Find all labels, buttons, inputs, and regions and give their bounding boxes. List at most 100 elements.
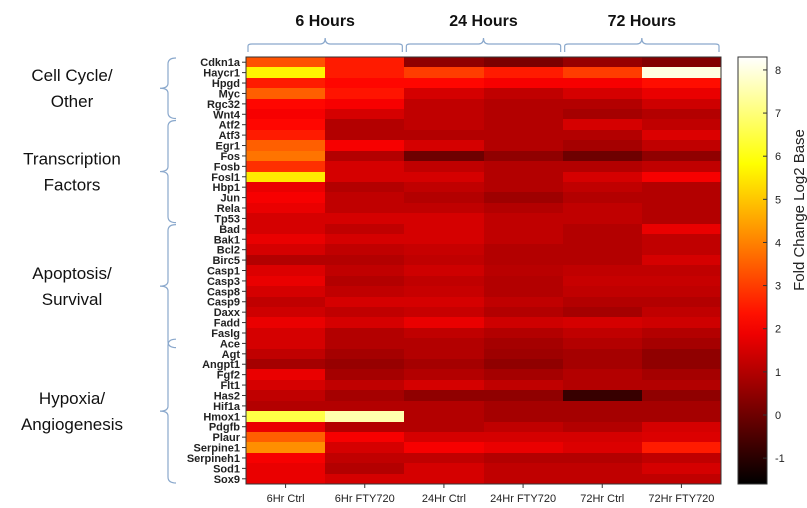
heatmap-cell xyxy=(563,369,642,380)
heatmap-cell xyxy=(563,140,642,151)
heatmap-cell xyxy=(325,369,404,380)
colorbar-tick-label: 2 xyxy=(775,324,781,336)
heatmap-cell xyxy=(246,213,325,224)
row-label: Faslg xyxy=(211,328,240,340)
heatmap-cell xyxy=(404,182,484,192)
colorbar-tick-label: 5 xyxy=(775,194,781,206)
heatmap-cell xyxy=(404,265,484,276)
heatmap-cell xyxy=(246,422,325,432)
heatmap-cell xyxy=(484,234,563,244)
colorbar: -1 0 1 2 3 4 5 6 7 8 Fold Change Log2 Base xyxy=(737,56,807,485)
row-label: Hif1a xyxy=(213,401,241,413)
heatmap-cell xyxy=(563,130,642,140)
heatmap-cell xyxy=(484,453,563,463)
colorbar-tick-label: 0 xyxy=(775,410,781,422)
heatmap-cell xyxy=(404,359,484,369)
heatmap-cell xyxy=(563,432,642,442)
heatmap-cell xyxy=(404,390,484,401)
heatmap-cell xyxy=(325,161,404,172)
heatmap-cell xyxy=(642,244,721,255)
heatmap-cell xyxy=(563,109,642,119)
heatmap-cell xyxy=(404,151,484,161)
heatmap-cell xyxy=(642,255,721,265)
heatmap-cell xyxy=(484,474,563,484)
heatmap-cell xyxy=(246,192,325,203)
heatmap-cell xyxy=(484,224,563,234)
heatmap-cell xyxy=(404,422,484,432)
heatmap-cell xyxy=(404,67,484,78)
heatmap-cell xyxy=(246,172,325,182)
heatmap-cell xyxy=(404,192,484,203)
heatmap-cell xyxy=(642,140,721,151)
row-label: Fosb xyxy=(214,161,241,173)
row-label: Atf3 xyxy=(219,130,240,142)
heatmap-cell xyxy=(563,359,642,369)
heatmap-cell xyxy=(642,307,721,317)
heatmap-cell xyxy=(246,130,325,140)
heatmap-cell xyxy=(246,276,325,286)
heatmap-cell xyxy=(563,380,642,390)
heatmap-cell xyxy=(404,203,484,213)
heatmap-cell xyxy=(563,411,642,422)
heatmap-cell xyxy=(325,130,404,140)
row-label: Rgc32 xyxy=(207,99,240,111)
row-labels: Cdkn1aHaycr1HpgdMycRgc32Wnt4Atf2Atf3Egr1… xyxy=(187,57,246,486)
heatmap-cell xyxy=(484,182,563,192)
heatmap-cell xyxy=(642,401,721,411)
row-label: Atf2 xyxy=(219,120,240,132)
heatmap-cell xyxy=(246,140,325,151)
heatmap-cell xyxy=(325,307,404,317)
heatmap-cell xyxy=(325,442,404,453)
heatmap-cell xyxy=(325,265,404,276)
heatmap-cell xyxy=(404,234,484,244)
heatmap-cell xyxy=(642,411,721,422)
heatmap-cell xyxy=(563,255,642,265)
heatmap-cell xyxy=(246,401,325,411)
row-label: Hmox1 xyxy=(203,411,240,423)
column-label: 6Hr Ctrl xyxy=(267,493,305,505)
heatmap-cell xyxy=(642,380,721,390)
heatmap-cell xyxy=(563,276,642,286)
heatmap-cell xyxy=(642,474,721,484)
heatmap-cell xyxy=(484,328,563,338)
heatmap-cell xyxy=(484,349,563,359)
heatmap-cell xyxy=(404,161,484,172)
heatmap-cell xyxy=(642,234,721,244)
column-label: 6Hr FTY720 xyxy=(335,493,395,505)
heatmap-cell xyxy=(484,297,563,307)
time-group-bracket xyxy=(564,37,720,52)
heatmap-cell xyxy=(563,474,642,484)
row-label: Daxx xyxy=(214,307,241,319)
heatmap-cell xyxy=(484,119,563,130)
heatmap-cell xyxy=(563,442,642,453)
heatmap-cell xyxy=(325,151,404,161)
column-labels: 6Hr Ctrl 6Hr FTY720 24Hr Ctrl 24Hr FTY720 72… xyxy=(267,484,714,505)
heatmap-cell xyxy=(246,109,325,119)
heatmap-cell xyxy=(246,442,325,453)
heatmap-cell xyxy=(563,390,642,401)
heatmap-cell xyxy=(325,140,404,151)
heatmap-cell xyxy=(484,442,563,453)
column-label: 72Hr Ctrl xyxy=(580,493,624,505)
heatmap-cell xyxy=(642,369,721,380)
category-bracket xyxy=(159,57,177,120)
heatmap-cell xyxy=(404,88,484,99)
heatmap-cell xyxy=(404,244,484,255)
category-label: Transcription Factors xyxy=(23,150,121,195)
heatmap-cell xyxy=(246,161,325,172)
column-label: 24Hr FTY720 xyxy=(490,493,556,505)
heatmap-cell xyxy=(325,109,404,119)
row-label: Angpt1 xyxy=(202,359,240,371)
row-label: Cdkn1a xyxy=(200,57,241,69)
heatmap-cell xyxy=(404,338,484,349)
heatmap-cell xyxy=(642,182,721,192)
heatmap-cell xyxy=(404,328,484,338)
row-label: Hbp1 xyxy=(213,182,241,194)
colorbar-label: Fold Change Log2 Base xyxy=(791,129,807,291)
heatmap-cell xyxy=(642,213,721,224)
heatmap-cell xyxy=(484,161,563,172)
heatmap-cell xyxy=(246,474,325,484)
heatmap-cell xyxy=(246,244,325,255)
row-label: Serpineh1 xyxy=(187,453,240,465)
heatmap-cell xyxy=(484,109,563,119)
